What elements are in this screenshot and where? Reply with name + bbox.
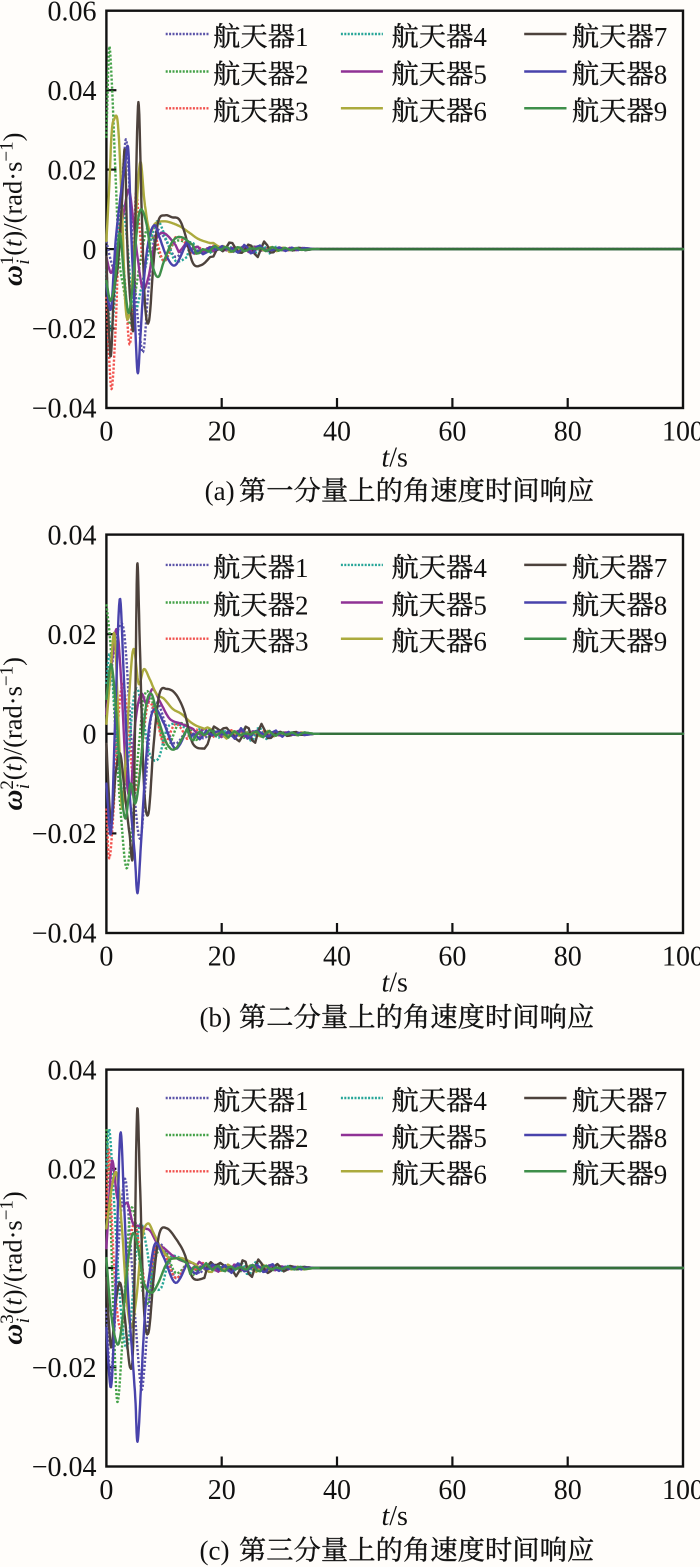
svg-text:9: 9 bbox=[654, 96, 668, 126]
svg-text:20: 20 bbox=[208, 942, 236, 973]
svg-text:3: 3 bbox=[295, 1159, 309, 1189]
svg-text:0: 0 bbox=[99, 417, 113, 448]
svg-text:7: 7 bbox=[654, 22, 668, 52]
svg-text:8: 8 bbox=[654, 591, 668, 621]
svg-text:6: 6 bbox=[473, 1159, 487, 1189]
svg-text:20: 20 bbox=[208, 1475, 236, 1506]
svg-text:3: 3 bbox=[295, 627, 309, 657]
svg-text:100: 100 bbox=[662, 942, 700, 973]
svg-text:40: 40 bbox=[323, 942, 351, 973]
svg-text:8: 8 bbox=[654, 1123, 668, 1153]
svg-text:6: 6 bbox=[473, 627, 487, 657]
svg-text:9: 9 bbox=[654, 1159, 668, 1189]
svg-text:5: 5 bbox=[473, 60, 487, 90]
svg-text:0: 0 bbox=[83, 235, 97, 266]
svg-text:80: 80 bbox=[554, 1475, 582, 1506]
svg-text:7: 7 bbox=[654, 1086, 668, 1116]
svg-text:−0.04: −0.04 bbox=[32, 1452, 97, 1483]
svg-text:2: 2 bbox=[295, 1123, 309, 1153]
svg-text:80: 80 bbox=[554, 942, 582, 973]
svg-text:60: 60 bbox=[438, 1475, 466, 1506]
svg-text:40: 40 bbox=[323, 1475, 351, 1506]
svg-text:4: 4 bbox=[473, 22, 487, 52]
svg-text:−0.04: −0.04 bbox=[32, 394, 97, 425]
svg-text:5: 5 bbox=[473, 1123, 487, 1153]
svg-text:5: 5 bbox=[473, 591, 487, 621]
svg-text:100: 100 bbox=[662, 1475, 700, 1506]
svg-text:20: 20 bbox=[208, 417, 236, 448]
svg-text:100: 100 bbox=[662, 417, 700, 448]
svg-text:(a): (a) bbox=[205, 476, 235, 506]
svg-text:6: 6 bbox=[473, 96, 487, 126]
svg-text:2: 2 bbox=[295, 60, 309, 90]
svg-text:40: 40 bbox=[323, 417, 351, 448]
svg-text:4: 4 bbox=[473, 1086, 487, 1116]
svg-text:(b): (b) bbox=[200, 1003, 231, 1033]
svg-text:0.02: 0.02 bbox=[48, 155, 97, 186]
svg-text:0.04: 0.04 bbox=[48, 1055, 97, 1086]
svg-text:1: 1 bbox=[295, 553, 309, 583]
svg-text:0: 0 bbox=[83, 1254, 97, 1285]
svg-text:4: 4 bbox=[473, 553, 487, 583]
svg-text:0: 0 bbox=[99, 1475, 113, 1506]
svg-text:ω1i(t)/(rad·s−1): ω1i(t)/(rad·s−1) bbox=[0, 133, 34, 287]
svg-text:t/s: t/s bbox=[381, 1501, 407, 1532]
svg-text:0: 0 bbox=[83, 720, 97, 751]
svg-text:60: 60 bbox=[438, 417, 466, 448]
svg-text:0.04: 0.04 bbox=[48, 76, 97, 107]
svg-text:8: 8 bbox=[654, 60, 668, 90]
svg-text:0.02: 0.02 bbox=[48, 1155, 97, 1186]
svg-text:1: 1 bbox=[295, 1086, 309, 1116]
svg-text:−0.02: −0.02 bbox=[32, 1353, 97, 1384]
svg-text:−0.04: −0.04 bbox=[32, 919, 97, 950]
svg-text:ω2i(t)/(rad·s−1): ω2i(t)/(rad·s−1) bbox=[0, 657, 34, 811]
svg-text:80: 80 bbox=[554, 417, 582, 448]
svg-text:60: 60 bbox=[438, 942, 466, 973]
svg-text:0: 0 bbox=[99, 942, 113, 973]
svg-text:t/s: t/s bbox=[381, 968, 407, 999]
svg-text:ω3i(t)/(rad·s−1): ω3i(t)/(rad·s−1) bbox=[0, 1191, 34, 1345]
svg-text:1: 1 bbox=[295, 22, 309, 52]
svg-text:0.04: 0.04 bbox=[48, 520, 97, 551]
svg-text:9: 9 bbox=[654, 627, 668, 657]
svg-text:−0.02: −0.02 bbox=[32, 314, 97, 345]
svg-text:t/s: t/s bbox=[381, 443, 407, 474]
svg-text:7: 7 bbox=[654, 553, 668, 583]
svg-text:2: 2 bbox=[295, 591, 309, 621]
svg-text:0.02: 0.02 bbox=[48, 620, 97, 651]
svg-text:3: 3 bbox=[295, 96, 309, 126]
svg-text:0.06: 0.06 bbox=[48, 0, 97, 27]
svg-text:−0.02: −0.02 bbox=[32, 819, 97, 850]
svg-text:(c): (c) bbox=[200, 1536, 230, 1566]
